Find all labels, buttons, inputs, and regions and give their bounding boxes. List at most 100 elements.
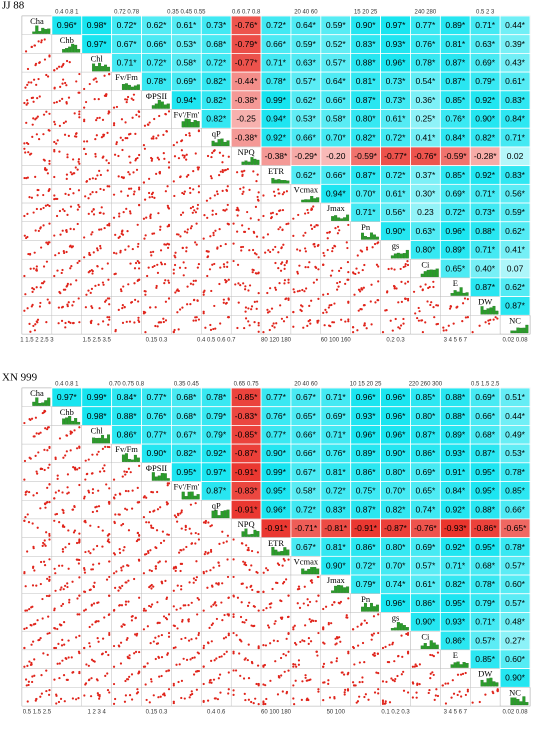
scatter-dot-decor [338, 269, 341, 272]
scatter-dot-decor [57, 489, 60, 492]
scatter-dot-decor [282, 243, 285, 246]
scatter-dot-decor [138, 320, 141, 324]
histogram-bar-decor [211, 140, 215, 147]
scatter-dot-decor [179, 607, 182, 610]
histogram-bar-decor [223, 510, 227, 519]
scatter-dot-decor [150, 583, 153, 587]
scatter-dot-decor [91, 177, 94, 180]
correlation-label: 0.69* [176, 76, 197, 86]
scatter-dot-decor [83, 590, 86, 593]
scatter-dot-decor [108, 487, 111, 490]
scatter-dot-decor [270, 307, 274, 310]
scatter-dot-decor [276, 693, 280, 696]
scatter-frame [51, 462, 82, 482]
scatter-frame [51, 109, 82, 129]
correlation-label: -0.91* [354, 523, 377, 533]
scatter-dot-decor [411, 696, 414, 699]
scatter-dot-decor [186, 285, 189, 288]
scatter-dot-decor [42, 193, 45, 197]
scatter-dot-decor [147, 551, 150, 555]
scatter-dot-decor [173, 263, 177, 267]
histogram-bar-decor [247, 161, 251, 165]
correlation-label: 0.78* [147, 76, 168, 86]
scatter-dot-decor [336, 281, 339, 285]
scatter-dot-decor [197, 318, 201, 321]
histogram-bar-decor [483, 682, 487, 687]
scatter-cell [350, 296, 381, 316]
histogram-bar-decor [334, 585, 338, 593]
scatter-frame [350, 630, 381, 651]
histogram-bar-decor [166, 103, 170, 109]
scatter-dot-decor [59, 292, 62, 295]
scatter-dot-decor [162, 152, 165, 155]
scatter-cell [81, 90, 112, 110]
scatter-dot-decor [307, 642, 310, 646]
scatter-dot-decor [285, 222, 288, 226]
scatter-dot-decor [125, 581, 128, 584]
scatter-dot-decor [293, 624, 296, 627]
top-tick-label: 0.65 0.75 [234, 382, 260, 388]
scatter-dot-decor [463, 297, 467, 300]
correlation-label: 0.92* [475, 170, 496, 180]
scatter-dot-decor [362, 286, 365, 289]
correlation-label: 0.63* [475, 39, 496, 49]
scatter-dot-decor [78, 162, 81, 165]
scatter-dot-decor [67, 656, 70, 659]
scatter-dot-decor [204, 326, 207, 329]
scatter-dot-decor [123, 546, 126, 549]
correlation-label: 0.27* [505, 635, 526, 645]
scatter-dot-decor [107, 110, 110, 113]
scatter-frame [51, 202, 82, 222]
scatter-dot-decor [28, 322, 31, 325]
scatter-dot-decor [361, 288, 364, 291]
bottom-tick-label: 3 4 5 6 7 [444, 338, 468, 344]
scatter-dot-decor [257, 271, 260, 274]
scatter-dot-decor [196, 299, 199, 302]
scatter-dot-decor [39, 637, 42, 640]
scatter-cell [171, 630, 202, 651]
histogram-bar-decor [217, 515, 221, 519]
correlation-label: 0.77* [266, 430, 287, 440]
scatter-dot-decor [43, 539, 46, 542]
scatter-dot-decor [143, 198, 147, 201]
scatter-dot-decor [128, 210, 132, 213]
scatter-frame [141, 687, 172, 707]
scatter-dot-decor [136, 223, 139, 226]
correlation-label: 0.72* [147, 58, 168, 68]
correlation-label: 0.99* [266, 95, 287, 105]
scatter-dot-decor [299, 640, 302, 644]
scatter-dot-decor [301, 288, 304, 292]
scatter-dot-decor [64, 192, 67, 196]
scatter-dot-decor [269, 679, 272, 682]
correlation-label: 0.95* [475, 542, 496, 552]
scatter-dot-decor [346, 673, 349, 676]
scatter-dot-decor [327, 621, 330, 625]
scatter-dot-decor [385, 309, 388, 312]
scatter-dot-decor [224, 168, 227, 172]
scatter-cell [111, 146, 142, 166]
scatter-dot-decor [134, 261, 138, 265]
scatter-cell [51, 315, 82, 335]
scatter-dot-decor [152, 510, 155, 513]
scatter-dot-decor [27, 680, 30, 683]
histogram-bar-decor [104, 438, 108, 444]
scatter-dot-decor [105, 93, 108, 96]
histogram-bar-decor [44, 400, 48, 406]
histogram-bar-decor [516, 327, 520, 334]
histogram-bar-decor [277, 179, 281, 184]
scatter-dot-decor [158, 675, 161, 678]
scatter-dot-decor [112, 124, 116, 127]
scatter-dot-decor [255, 307, 258, 310]
scatter-cell [320, 668, 351, 688]
correlation-label: -0.77* [384, 151, 407, 161]
correlation-label: 0.82* [475, 132, 496, 142]
scatter-cell [171, 687, 202, 707]
top-tick-label: 0.5 2 3 [476, 10, 495, 16]
scatter-dot-decor [34, 454, 37, 457]
scatter-dot-decor [377, 688, 380, 691]
scatter-dot-decor [178, 551, 181, 554]
scatter-dot-decor [33, 251, 36, 254]
scatter-dot-decor [88, 642, 91, 645]
histogram-bar-decor [74, 44, 78, 53]
scatter-dot-decor [39, 507, 42, 510]
